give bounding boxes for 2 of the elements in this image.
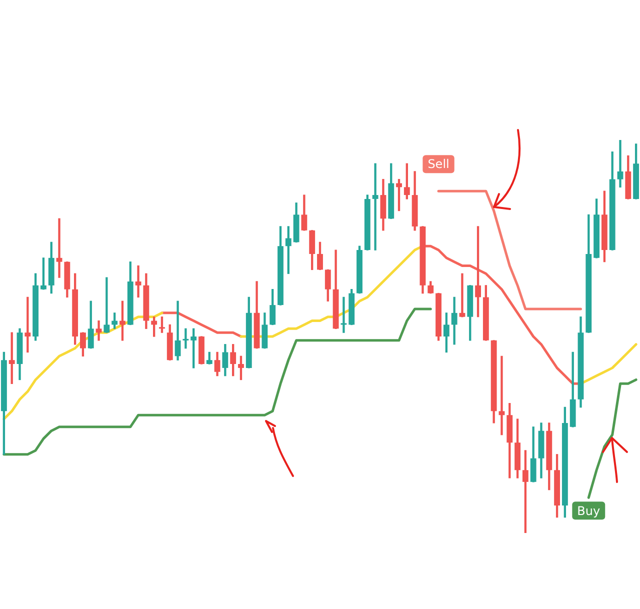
annotation: Sell (428, 157, 450, 172)
annotation: Buy (577, 504, 600, 518)
